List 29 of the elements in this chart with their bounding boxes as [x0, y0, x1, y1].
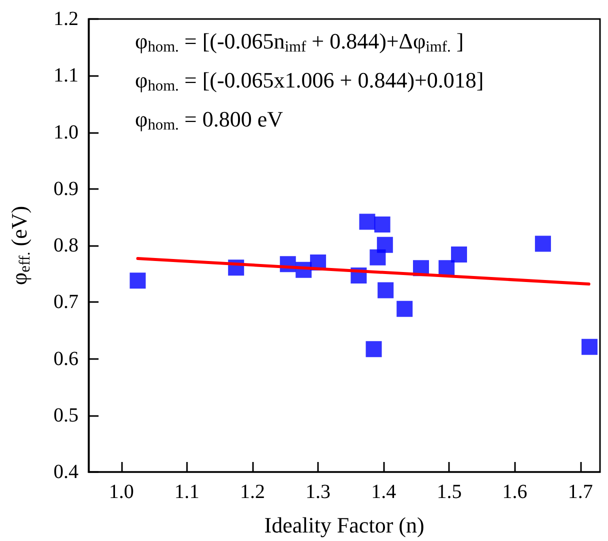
- x-tick-label: 1.6: [502, 481, 528, 503]
- point: [366, 341, 382, 358]
- y-axis-title: φeff. (eV): [6, 206, 34, 286]
- point: [130, 272, 146, 289]
- x-tick-label: 1.0: [108, 481, 134, 503]
- x-axis-title: Ideality Factor (n): [264, 512, 424, 538]
- x-tick-label: 1.3: [306, 481, 331, 503]
- y-tick-label: 0.7: [54, 291, 79, 314]
- y-tick-label: 1.2: [54, 8, 79, 30]
- y-tick-label: 1.0: [54, 121, 79, 144]
- x-tick-label: 1.5: [436, 481, 462, 503]
- point: [370, 249, 386, 266]
- x-tick-label: 1.2: [240, 481, 265, 503]
- point: [534, 236, 551, 252]
- y-tick-label: 0.6: [54, 348, 79, 370]
- point: [396, 300, 413, 317]
- x-tick-label: 1.4: [371, 481, 396, 503]
- point: [582, 338, 598, 355]
- y-tick-label: 0.8: [54, 234, 79, 256]
- x-tick-label: 1.1: [174, 481, 200, 503]
- point: [378, 282, 394, 298]
- y-tick-label: 0.9: [54, 178, 79, 200]
- y-tick-label: 0.4: [54, 461, 79, 483]
- x-tick-label: 1.7: [568, 481, 593, 503]
- point: [451, 246, 468, 263]
- point: [374, 216, 390, 233]
- y-tick-label: 1.1: [54, 64, 79, 87]
- y-tick-label: 0.5: [54, 404, 79, 426]
- point: [359, 214, 376, 230]
